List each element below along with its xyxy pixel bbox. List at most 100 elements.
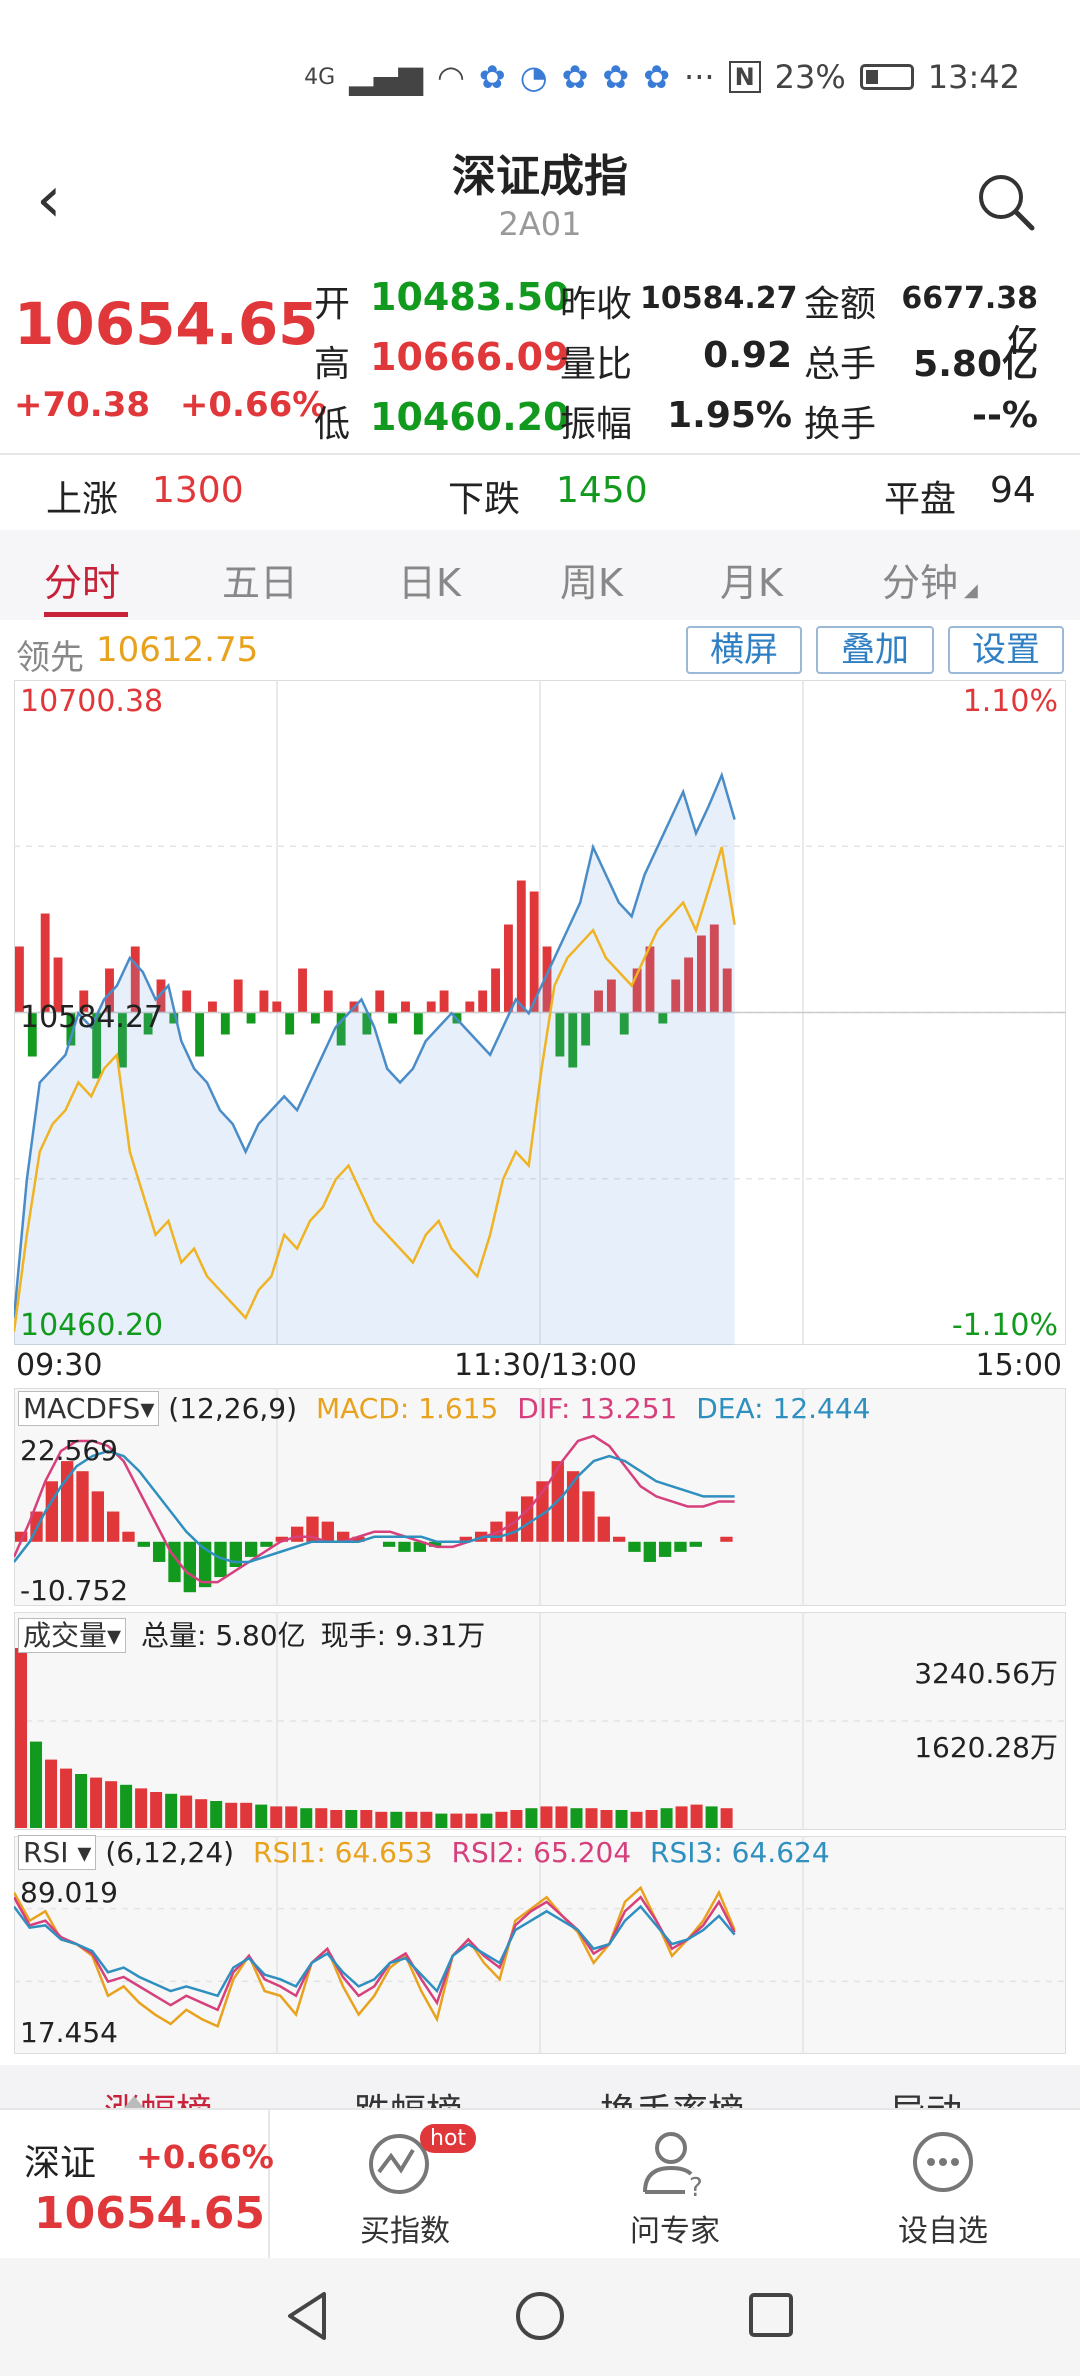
buy-index-label: 买指数 — [360, 2214, 450, 2249]
volume-bar — [130, 946, 140, 1013]
quote-label-1: 开 — [314, 284, 351, 325]
volume-bar — [92, 1012, 102, 1079]
macd-bar — [260, 1541, 273, 1547]
buy-index-button[interactable]: hot 买指数 — [330, 2124, 480, 2256]
volume-bar — [345, 1810, 358, 1828]
total-volume: 总量: 5.80亿 — [140, 1619, 306, 1652]
change-value: +70.38 — [14, 385, 151, 425]
volume-bar — [435, 1813, 448, 1828]
decline-count: 1450 — [556, 470, 648, 511]
volume-bar — [180, 1795, 193, 1828]
volume-bar — [705, 1806, 718, 1828]
system-nav-bar — [0, 2258, 1080, 2376]
ask-expert-button[interactable]: ? 问专家 — [600, 2126, 750, 2256]
volume-indicator-select[interactable]: 成交量▾ — [18, 1618, 127, 1653]
macd-bar — [658, 1541, 672, 1557]
overlay-button[interactable]: 叠加 — [816, 626, 934, 674]
volume-bar — [632, 968, 642, 1013]
volume-bar — [690, 1804, 703, 1828]
browser-icon: ◔ — [519, 58, 548, 96]
page-title: 深证成指 — [452, 151, 628, 202]
signal-icon: 4G — [304, 64, 336, 90]
expert-icon: ? — [643, 2132, 703, 2198]
price-area — [14, 775, 735, 1345]
wifi-icon: ◠ — [436, 58, 465, 96]
landscape-button[interactable]: 横屏 — [686, 626, 802, 674]
tab-unusual[interactable]: 异动 — [890, 2083, 962, 2110]
volume-bar — [362, 1012, 372, 1035]
macd-panel[interactable]: MACDFS▾ (12,26,9) MACD: 1.615 DIF: 13.25… — [12, 1387, 1067, 1607]
volume-bar — [675, 1806, 688, 1828]
macd-bar — [290, 1526, 304, 1542]
macd-bar — [582, 1491, 595, 1542]
macd-bar — [612, 1536, 626, 1542]
volume-bar — [310, 1012, 320, 1024]
volume-bar — [60, 1768, 73, 1828]
volume-bar — [90, 1777, 103, 1828]
x-label-open: 09:30 — [16, 1348, 103, 1383]
quote-value-3: 5.80亿 — [913, 344, 1038, 385]
pct-min-label: -1.10% — [951, 1308, 1058, 1343]
index-name: 深证 — [24, 2143, 97, 2184]
volume-bar — [525, 1808, 538, 1828]
macd-bar — [459, 1536, 472, 1542]
nav-home-icon[interactable] — [512, 2288, 568, 2344]
volume-bar — [542, 946, 552, 1013]
volume-bar — [420, 1811, 433, 1828]
quote-label-2: 量比 — [560, 344, 633, 385]
volume-bar — [246, 1012, 256, 1024]
tab-turnover[interactable]: 换手率榜 — [600, 2083, 744, 2110]
search-icon[interactable] — [974, 170, 1038, 234]
volume-bar — [658, 1012, 668, 1024]
rsi-min-label: 17.454 — [20, 2016, 118, 2049]
add-watchlist-button[interactable]: 设自选 — [868, 2126, 1018, 2256]
macd-indicator-select[interactable]: MACDFS▾ — [18, 1391, 160, 1426]
volume-bar — [182, 990, 192, 1013]
y-max-label: 10700.38 — [20, 684, 164, 719]
volume-bar — [300, 1808, 313, 1828]
volume-bar — [555, 1012, 565, 1057]
macd-min-label: -10.752 — [20, 1574, 129, 1607]
tab-losers[interactable]: 跌幅榜 — [354, 2083, 462, 2110]
tab-monthly-k[interactable]: 月K — [720, 561, 783, 605]
flat-count: 94 — [990, 470, 1036, 511]
settings-button[interactable]: 设置 — [948, 626, 1064, 674]
volume-bar — [208, 1001, 217, 1013]
rsi-panel[interactable]: RSI ▾ (6,12,24) RSI1: 64.653 RSI2: 65.20… — [12, 1835, 1067, 2055]
volume-bar — [117, 1012, 127, 1068]
volume-bar — [503, 924, 513, 1013]
nav-back-icon[interactable] — [282, 2288, 332, 2344]
volume-bar — [270, 1806, 283, 1828]
rsi-params: (6,12,24) — [105, 1836, 235, 1869]
intraday-chart[interactable]: 10700.38 10584.27 10460.20 1.10% -1.10% — [12, 679, 1067, 1346]
tab-minute[interactable]: 分钟 ◢ — [882, 561, 978, 605]
macd-bar — [352, 1536, 365, 1542]
add-watchlist-label: 设自选 — [898, 2214, 988, 2249]
ranking-tabs: 涨幅榜 跌幅榜 换手率榜 异动 — [0, 2065, 1080, 2110]
volume-bar — [40, 913, 50, 1013]
volume-bar — [450, 1813, 463, 1828]
volume-bar — [478, 990, 488, 1013]
volume-panel[interactable]: 成交量▾ 总量: 5.80亿 现手: 9.31万 3240.56万 1620.2… — [13, 1611, 1067, 1831]
dropdown-icon: ◢ — [964, 580, 978, 601]
paw-icon: ✿ — [478, 58, 506, 96]
tab-intraday[interactable]: 分时 — [44, 561, 121, 605]
tab-daily-k[interactable]: 日K — [398, 561, 461, 605]
volume-bar — [594, 990, 603, 1013]
y-mid-label: 10584.27 — [20, 1000, 164, 1035]
tab-gainers[interactable]: 涨幅榜 — [104, 2083, 212, 2110]
back-icon[interactable]: ‹ — [36, 163, 62, 237]
index-summary[interactable]: 深证 +0.66% 10654.65 — [0, 2096, 274, 2260]
chart-circle-icon — [369, 2134, 429, 2194]
nav-recents-icon[interactable] — [746, 2290, 796, 2340]
tab-five-day[interactable]: 五日 — [222, 561, 299, 605]
rsi-indicator-select[interactable]: RSI ▾ — [18, 1835, 97, 1870]
macd-bar — [413, 1541, 426, 1552]
volume-bar — [336, 1012, 346, 1046]
quote-value-2: 10584.27 — [640, 281, 798, 316]
svg-text:?: ? — [689, 2173, 703, 2198]
volume-bar — [480, 1813, 493, 1828]
tab-weekly-k[interactable]: 周K — [560, 561, 623, 605]
collapse-arrow-icon[interactable] — [124, 2096, 144, 2108]
volume-bar — [600, 1810, 613, 1828]
